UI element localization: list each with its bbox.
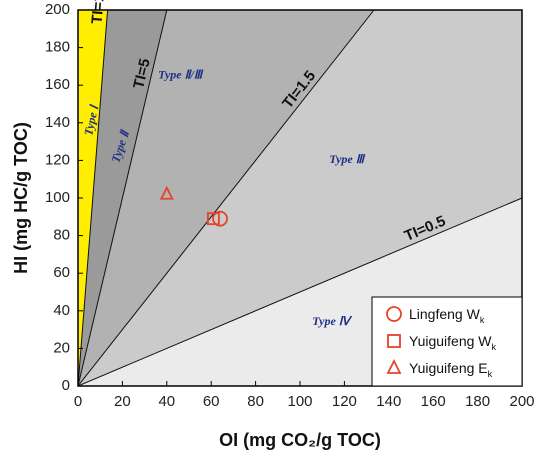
data-points <box>159 185 228 227</box>
legend-item-yuiguifeng-w-k-subscript: k <box>492 342 497 352</box>
legend-item-yuiguifeng-e-k-marker <box>386 358 402 374</box>
region-label-type-i: Type Ⅰ <box>81 103 101 137</box>
x-tick-label-20: 20 <box>114 393 131 410</box>
x-tick-label-0: 0 <box>74 393 82 410</box>
legend-item-yuiguifeng-w-k-label: Yuiguifeng Wk <box>409 333 497 352</box>
legend-item-lingfeng-w-k-marker <box>386 306 402 322</box>
x-tick-label-60: 60 <box>203 393 220 410</box>
y-tick-label-80: 80 <box>53 227 70 244</box>
axis-ticks: 0 20 40 60 80 100 120 140 160 180 200 0 20 40 60 80 100 1… <box>45 1 535 410</box>
x-tick-label-80: 80 <box>247 393 264 410</box>
y-tick-label-160: 160 <box>45 76 70 93</box>
y-tick-label-60: 60 <box>53 264 70 281</box>
point-yuiguifeng-w-k-0 <box>207 212 220 226</box>
x-axis-title: OI (mg CO₂/g TOC) <box>219 430 381 450</box>
y-tick-label-100: 100 <box>45 189 70 206</box>
y-tick-label-40: 40 <box>53 302 70 319</box>
ti-line-ti-5 <box>77 9 168 387</box>
x-tick-label-160: 160 <box>421 393 446 410</box>
x-tick-label-200: 200 <box>509 393 534 410</box>
x-tick-label-40: 40 <box>158 393 175 410</box>
y-tick-label-0: 0 <box>62 377 70 394</box>
region-label-type-iii: Type Ⅲ <box>329 152 366 166</box>
ti-label-ti-5: TI=5 <box>130 57 154 91</box>
x-tick-label-120: 120 <box>332 393 357 410</box>
legend-item-yuiguifeng-e-k-subscript: k <box>488 369 493 379</box>
legend-item-lingfeng-w-k-name: Lingfeng W <box>409 306 481 322</box>
region-type-iii <box>78 10 522 386</box>
legend-item-yuiguifeng-w-k: Yuiguifeng Wk <box>387 333 497 352</box>
legend-box <box>371 296 523 387</box>
x-tick-label-140: 140 <box>376 393 401 410</box>
x-tick-label-180: 180 <box>465 393 490 410</box>
ti-lines <box>77 9 523 387</box>
region-label-type-ii-iii: Type Ⅱ/Ⅲ <box>158 68 204 82</box>
legend-item-yuiguifeng-w-k-name: Yuiguifeng W <box>409 333 492 349</box>
ti-line-ti-15 <box>77 9 109 387</box>
point-lingfeng-w-k-0 <box>212 210 228 227</box>
legend-item-lingfeng-w-k-label: Lingfeng Wk <box>409 306 485 325</box>
ti-label-ti-15: TI=15 <box>89 0 109 25</box>
ti-line-ti-0-5 <box>77 197 523 387</box>
y-tick-label-180: 180 <box>45 39 70 56</box>
ti-line-ti-1-5 <box>77 9 375 387</box>
legend-item-yuiguifeng-e-k-name: Yuiguifeng E <box>409 360 488 376</box>
legend-item-yuiguifeng-e-k-label: Yuiguifeng Ek <box>409 360 493 379</box>
legend-item-yuiguifeng-w-k-marker <box>387 334 401 348</box>
y-tick-label-200: 200 <box>45 1 70 18</box>
legend-item-yuiguifeng-e-k: Yuiguifeng Ek <box>386 358 493 379</box>
y-axis-title: HI (mg HC/g TOC) <box>11 122 31 274</box>
y-tick-label-140: 140 <box>45 114 70 131</box>
legend-item-lingfeng-w-k: Lingfeng Wk <box>386 306 485 325</box>
y-tick-label-120: 120 <box>45 151 70 168</box>
region-label-type-iv: Type Ⅳ <box>312 314 353 328</box>
y-tick-label-20: 20 <box>53 339 70 356</box>
legend-item-lingfeng-w-k-subscript: k <box>480 315 485 325</box>
point-yuiguifeng-e-k-0 <box>159 185 174 200</box>
x-tick-label-100: 100 <box>287 393 312 410</box>
